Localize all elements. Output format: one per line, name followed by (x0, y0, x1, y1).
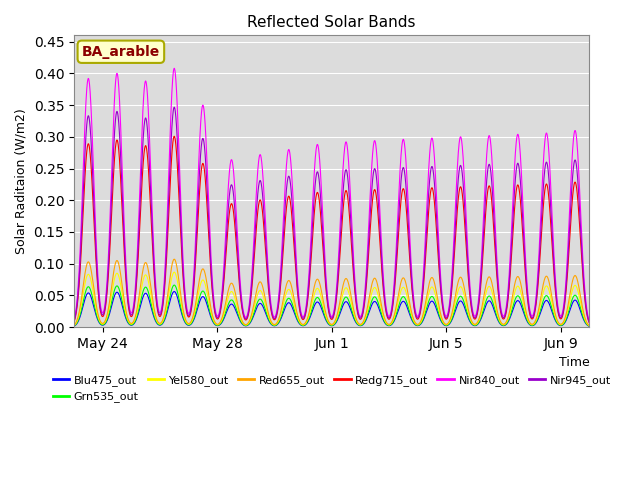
Yel580_out (120, 301, 128, 307)
Yel580_out (586, 323, 593, 329)
Nir945_out (120, 231, 128, 237)
Blu475_out (586, 324, 593, 329)
Nir840_out (120, 215, 128, 221)
Redg715_out (184, 314, 192, 320)
Line: Yel580_out: Yel580_out (74, 272, 589, 326)
Blu475_out (348, 310, 356, 316)
Legend: Blu475_out, Grn535_out, Yel580_out, Red655_out, Redg715_out, Nir840_out, Nir945_: Blu475_out, Grn535_out, Yel580_out, Red6… (48, 371, 615, 407)
Blu475_out (184, 323, 192, 328)
Line: Redg715_out: Redg715_out (74, 136, 589, 323)
Nir945_out (519, 221, 527, 227)
Red655_out (151, 310, 159, 316)
Redg715_out (257, 200, 265, 205)
Red655_out (170, 256, 178, 262)
Grn535_out (151, 315, 159, 321)
Blu475_out (170, 288, 178, 294)
Nir840_out (170, 65, 178, 71)
Yel580_out (151, 313, 159, 319)
Line: Grn535_out: Grn535_out (74, 285, 589, 326)
Red655_out (257, 280, 265, 286)
Nir840_out (184, 311, 192, 316)
Nir945_out (170, 104, 178, 110)
Red655_out (120, 296, 128, 301)
Yel580_out (70, 323, 78, 328)
Line: Blu475_out: Blu475_out (74, 291, 589, 326)
Nir945_out (586, 320, 593, 325)
Red655_out (70, 323, 78, 328)
Blu475_out (70, 324, 78, 329)
Grn535_out (120, 307, 128, 312)
Grn535_out (70, 323, 78, 329)
Y-axis label: Solar Raditaion (W/m2): Solar Raditaion (W/m2) (15, 108, 28, 254)
Nir945_out (184, 312, 192, 318)
Blu475_out (120, 309, 128, 315)
Nir840_out (257, 155, 265, 161)
Redg715_out (120, 244, 128, 250)
Redg715_out (151, 285, 159, 290)
Nir945_out (348, 238, 356, 243)
Text: BA_arable: BA_arable (82, 45, 160, 59)
Nir945_out (70, 318, 78, 324)
Grn535_out (184, 322, 192, 328)
Nir840_out (519, 203, 527, 208)
Grn535_out (519, 304, 527, 310)
Yel580_out (184, 321, 192, 327)
Grn535_out (257, 297, 265, 302)
Line: Red655_out: Red655_out (74, 259, 589, 325)
Yel580_out (170, 269, 178, 275)
Red655_out (348, 298, 356, 303)
Grn535_out (170, 282, 178, 288)
Title: Reflected Solar Bands: Reflected Solar Bands (248, 15, 416, 30)
Yel580_out (257, 288, 265, 294)
Redg715_out (519, 234, 527, 240)
Nir945_out (257, 180, 265, 186)
Blu475_out (519, 308, 527, 313)
Red655_out (586, 323, 593, 328)
Redg715_out (70, 319, 78, 325)
Grn535_out (586, 324, 593, 329)
Redg715_out (348, 249, 356, 255)
Nir945_out (151, 278, 159, 284)
Grn535_out (348, 308, 356, 313)
Nir840_out (586, 319, 593, 324)
Yel580_out (519, 299, 527, 304)
X-axis label: Time: Time (559, 357, 589, 370)
Redg715_out (586, 320, 593, 326)
Nir840_out (151, 270, 159, 276)
Nir840_out (348, 222, 356, 228)
Blu475_out (151, 317, 159, 323)
Nir840_out (70, 317, 78, 323)
Redg715_out (170, 133, 178, 139)
Red655_out (184, 321, 192, 326)
Blu475_out (257, 301, 265, 307)
Yel580_out (348, 302, 356, 308)
Line: Nir945_out: Nir945_out (74, 107, 589, 323)
Line: Nir840_out: Nir840_out (74, 68, 589, 322)
Red655_out (519, 292, 527, 298)
